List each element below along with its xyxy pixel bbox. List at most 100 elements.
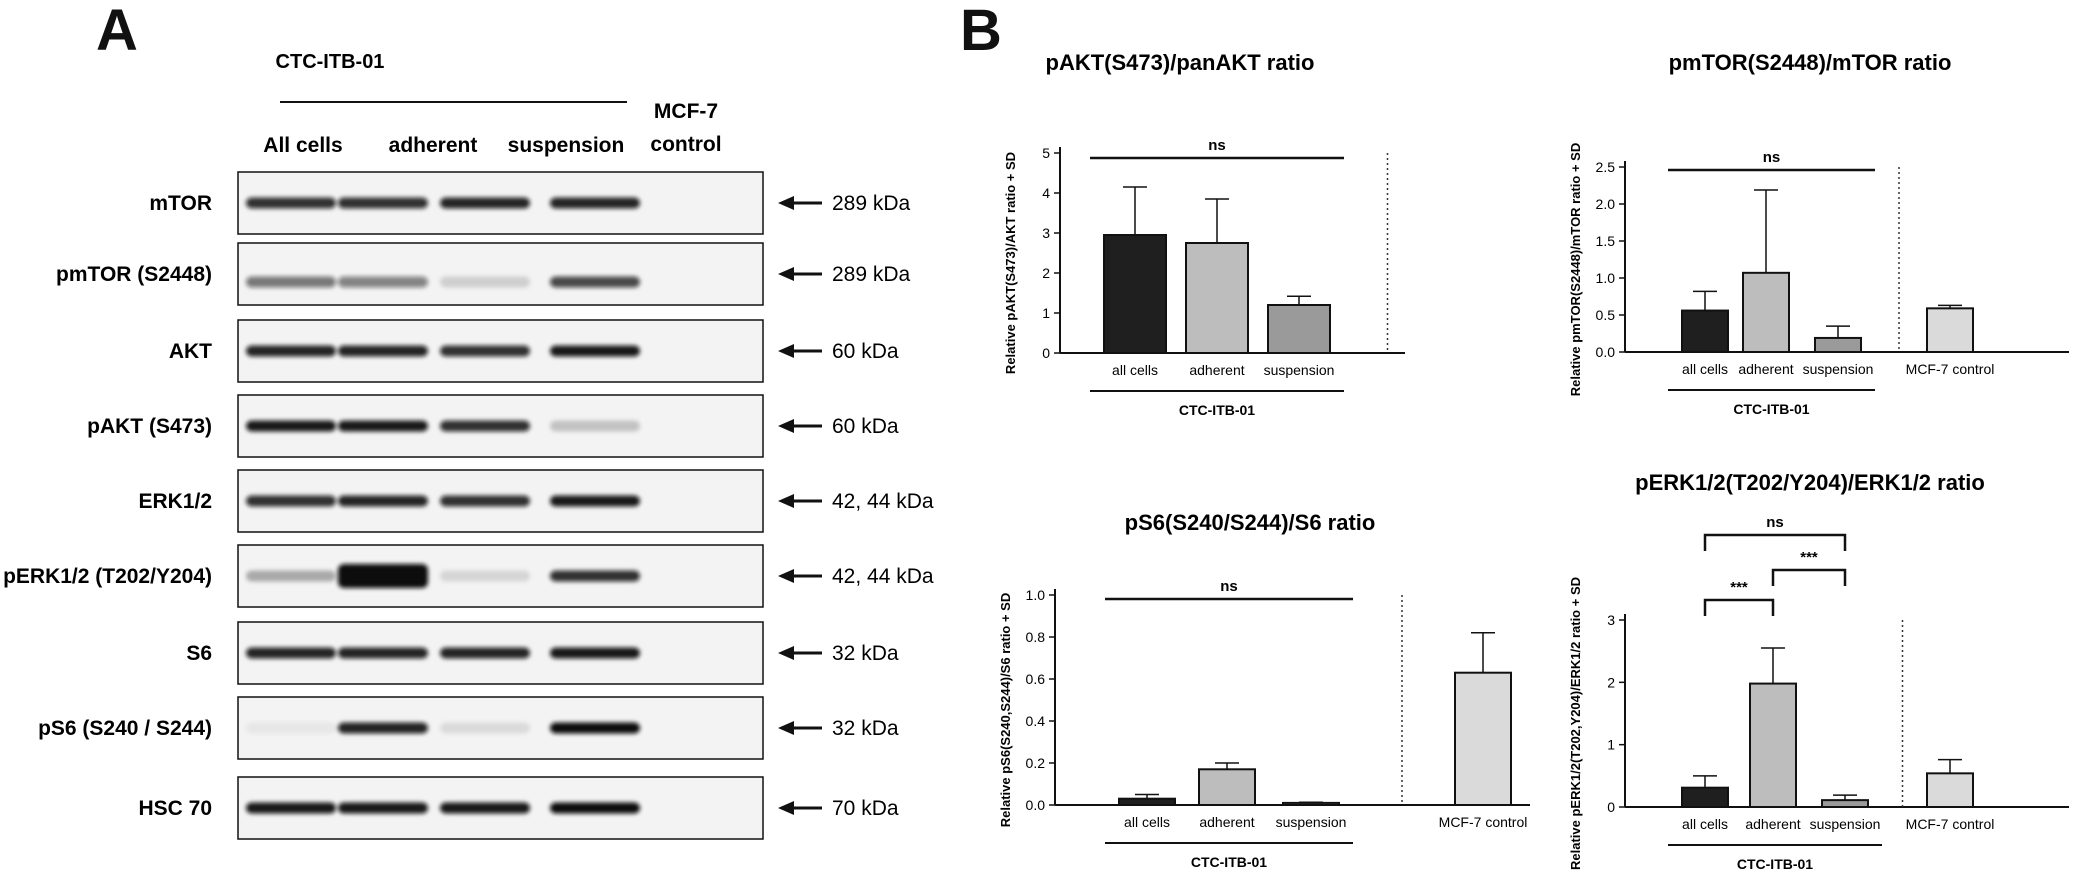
y-tick-label: 0.4 bbox=[1026, 713, 1046, 729]
y-tick-label: 0.0 bbox=[1026, 797, 1046, 813]
x-tick-label: all cells bbox=[1682, 816, 1728, 832]
y-tick-label: 2.5 bbox=[1596, 159, 1616, 175]
blot-row: pAKT (S473) 60 kDa bbox=[87, 394, 899, 458]
y-tick-label: 2 bbox=[1042, 265, 1050, 281]
group-label: CTC-ITB-01 bbox=[276, 51, 385, 73]
blot-band bbox=[338, 276, 428, 288]
protein-label: pAKT (S473) bbox=[87, 415, 212, 438]
band-size: 32 kDa bbox=[832, 717, 899, 740]
significance-label: ns bbox=[1763, 149, 1781, 166]
bar-chart-pakt: pAKT(S473)/panAKT ratio Relative pAKT(S47… bbox=[1003, 50, 1405, 418]
x-tick-label: MCF-7 control bbox=[1906, 361, 1995, 377]
x-tick-label: adherent bbox=[1189, 362, 1244, 378]
bar bbox=[1103, 234, 1167, 354]
bar bbox=[1749, 682, 1797, 808]
arrow-head bbox=[778, 494, 794, 508]
band-size: 60 kDa bbox=[832, 340, 899, 363]
y-tick-label: 1.0 bbox=[1596, 270, 1616, 286]
blot-band bbox=[440, 495, 530, 507]
blot-band bbox=[246, 276, 336, 288]
blot-band bbox=[440, 722, 530, 734]
y-tick-label: 4 bbox=[1042, 185, 1050, 201]
y-tick-label: 0 bbox=[1042, 345, 1050, 361]
group-label: CTC-ITB-01 bbox=[1191, 854, 1267, 870]
bar bbox=[1814, 336, 1862, 354]
blot-band bbox=[550, 495, 640, 507]
control-label: MCF-7 bbox=[654, 100, 718, 123]
significance-label: ns bbox=[1766, 514, 1784, 531]
chart-title: pERK1/2(T202/Y204)/ERK1/2 ratio bbox=[1635, 470, 1985, 495]
y-tick-label: 1.0 bbox=[1026, 587, 1046, 603]
y-axis-label: Relative pERK1/2(T202,Y204)/ERK1/2 ratio… bbox=[1568, 577, 1583, 870]
arrow-head bbox=[778, 344, 794, 358]
blot-row: pmTOR (S2448) 289 kDa bbox=[56, 242, 911, 306]
band-size: 32 kDa bbox=[832, 642, 899, 665]
x-tick-label: suspension bbox=[1264, 362, 1335, 378]
lane-label: suspension bbox=[508, 134, 625, 157]
chart-title: pmTOR(S2448)/mTOR ratio bbox=[1669, 50, 1952, 75]
arrow-head bbox=[778, 569, 794, 583]
x-tick-label: adherent bbox=[1199, 814, 1254, 830]
bar bbox=[1926, 772, 1974, 808]
blot-band bbox=[246, 647, 336, 659]
control-label: control bbox=[650, 133, 721, 156]
y-axis-label: Relative pmTOR(S2448)/mTOR ratio + SD bbox=[1568, 143, 1583, 396]
blot-band bbox=[440, 802, 530, 814]
blot-band bbox=[550, 802, 640, 814]
y-tick-label: 0.6 bbox=[1026, 671, 1046, 687]
y-axis-label: Relative pS6(S240,S244)/S6 ratio + SD bbox=[998, 593, 1013, 827]
blot-row: S6 32 kDa bbox=[186, 621, 899, 685]
blot-band bbox=[338, 722, 428, 734]
bar bbox=[1742, 271, 1790, 354]
blot-band bbox=[246, 420, 336, 432]
protein-label: S6 bbox=[186, 642, 212, 665]
bar-chart-ps6: pS6(S240/S244)/S6 ratio Relative pS6(S240… bbox=[998, 510, 1530, 870]
blot-band bbox=[550, 276, 640, 288]
blot-band bbox=[550, 570, 640, 582]
significance-bracket bbox=[1771, 568, 1847, 586]
blot-band bbox=[246, 802, 336, 814]
blot-band bbox=[440, 647, 530, 659]
band-size: 289 kDa bbox=[832, 192, 911, 215]
bar bbox=[1267, 304, 1331, 354]
protein-label: pmTOR (S2448) bbox=[56, 263, 212, 286]
group-label: CTC-ITB-01 bbox=[1733, 401, 1809, 417]
blot-band bbox=[338, 647, 428, 659]
significance-label: ns bbox=[1220, 578, 1238, 595]
x-tick-label: all cells bbox=[1124, 814, 1170, 830]
lane-label: adherent bbox=[389, 134, 478, 157]
y-tick-label: 0.5 bbox=[1596, 307, 1616, 323]
arrow-head bbox=[778, 801, 794, 815]
y-tick-label: 3 bbox=[1042, 225, 1050, 241]
x-tick-label: adherent bbox=[1745, 816, 1800, 832]
blot-band bbox=[440, 276, 530, 288]
bar bbox=[1185, 242, 1249, 354]
significance-label: *** bbox=[1730, 579, 1748, 596]
y-tick-label: 2.0 bbox=[1596, 196, 1616, 212]
chart-title: pS6(S240/S244)/S6 ratio bbox=[1125, 510, 1376, 535]
arrow-head bbox=[778, 646, 794, 660]
y-tick-label: 1 bbox=[1607, 737, 1615, 753]
bar bbox=[1926, 307, 1974, 353]
protein-label: mTOR bbox=[149, 192, 212, 215]
panel-a-letter: A bbox=[96, 0, 138, 63]
western-blot-panel: CTC-ITB-01 All cells adherent suspension MCF… bbox=[3, 51, 934, 840]
blot-row: HSC 70 70 kDa bbox=[138, 776, 899, 840]
x-tick-label: adherent bbox=[1738, 361, 1793, 377]
blot-band bbox=[246, 495, 336, 507]
blot-band bbox=[338, 564, 428, 588]
significance-bracket bbox=[1703, 533, 1847, 551]
chart-title: pAKT(S473)/panAKT ratio bbox=[1046, 50, 1315, 75]
blot-band bbox=[338, 495, 428, 507]
blot-row: pS6 (S240 / S244) 32 kDa bbox=[38, 696, 899, 760]
band-size: 60 kDa bbox=[832, 415, 899, 438]
blot-band bbox=[246, 570, 336, 582]
blot-band bbox=[440, 197, 530, 209]
blot-band bbox=[550, 345, 640, 357]
blot-row: mTOR 289 kDa bbox=[149, 171, 911, 235]
y-tick-label: 1 bbox=[1042, 305, 1050, 321]
blot-band bbox=[246, 722, 336, 734]
blot-band bbox=[338, 420, 428, 432]
blot-row: pERK1/2 (T202/Y204) 42, 44 kDa bbox=[3, 544, 934, 608]
y-tick-label: 5 bbox=[1042, 145, 1050, 161]
